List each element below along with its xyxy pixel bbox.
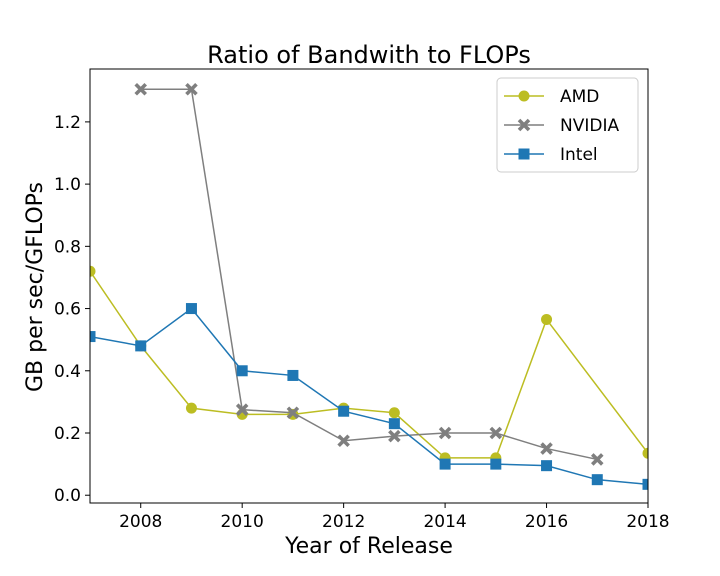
data-point-nvidia [134, 82, 147, 96]
data-point-amd [541, 313, 553, 325]
x-tick-label: 2010 [221, 512, 264, 532]
x-tick-label: 2008 [119, 512, 162, 532]
data-point-amd [90, 265, 96, 277]
data-point-intel [338, 405, 350, 417]
data-series-group [90, 82, 648, 490]
data-point-nvidia [540, 442, 553, 455]
series-line-nvidia [140, 88, 598, 461]
y-tick-label: 1.0 [54, 175, 81, 195]
series-line-intel [90, 307, 648, 486]
data-point-intel [90, 331, 96, 343]
data-point-intel [541, 460, 553, 472]
axes-frame [89, 68, 649, 504]
data-point-intel [591, 474, 603, 486]
data-point-amd [388, 407, 400, 419]
legend-label-amd: AMD [560, 87, 599, 107]
y-tick-label: 0.0 [54, 486, 81, 506]
legend: AMD NVIDIA Intel [496, 77, 639, 173]
data-point-nvidia [286, 406, 300, 420]
chart-title: Ratio of Bandwith to FLOPs [207, 41, 531, 69]
data-point-intel [287, 369, 299, 381]
data-point-amd [185, 402, 197, 414]
legend-box [496, 77, 639, 173]
data-point-amd [642, 447, 648, 459]
data-point-nvidia [489, 426, 503, 440]
legend-label-nvidia: NVIDIA [560, 116, 619, 136]
y-tick-label: 1.2 [54, 113, 81, 133]
data-point-intel [490, 458, 502, 470]
data-point-nvidia [438, 426, 452, 440]
data-point-intel [185, 303, 197, 315]
y-axis-label: GB per sec/GFLOPs [23, 182, 48, 392]
x-tick-label: 2012 [322, 512, 365, 532]
y-tick-label: 0.2 [54, 424, 81, 444]
data-point-intel [135, 340, 147, 352]
data-point-nvidia [235, 403, 249, 416]
x-axis-label: Year of Release [284, 534, 453, 559]
legend-label-intel: Intel [560, 145, 598, 165]
x-tick-label: 2016 [525, 512, 568, 532]
x-tick-label: 2018 [626, 512, 669, 532]
data-point-nvidia [388, 429, 401, 443]
y-tick-label: 0.6 [54, 300, 81, 320]
data-point-nvidia [185, 82, 198, 96]
data-point-intel [642, 478, 648, 490]
data-point-intel [388, 418, 400, 430]
legend-marker-intel [518, 148, 530, 160]
legend-marker-nvidia [517, 118, 531, 132]
y-tick-label: 0.8 [54, 237, 81, 257]
data-point-nvidia [591, 453, 604, 466]
data-point-nvidia [337, 434, 350, 448]
y-tick-label: 0.4 [54, 362, 81, 382]
data-point-intel [236, 365, 248, 377]
plot-area: 2008 2010 2012 2014 2016 2018 0.0 0.2 0.4 0.6 0.8 1… [54, 68, 670, 532]
data-point-intel [439, 458, 451, 470]
legend-marker-amd [518, 90, 530, 102]
x-tick-label: 2014 [423, 512, 466, 532]
